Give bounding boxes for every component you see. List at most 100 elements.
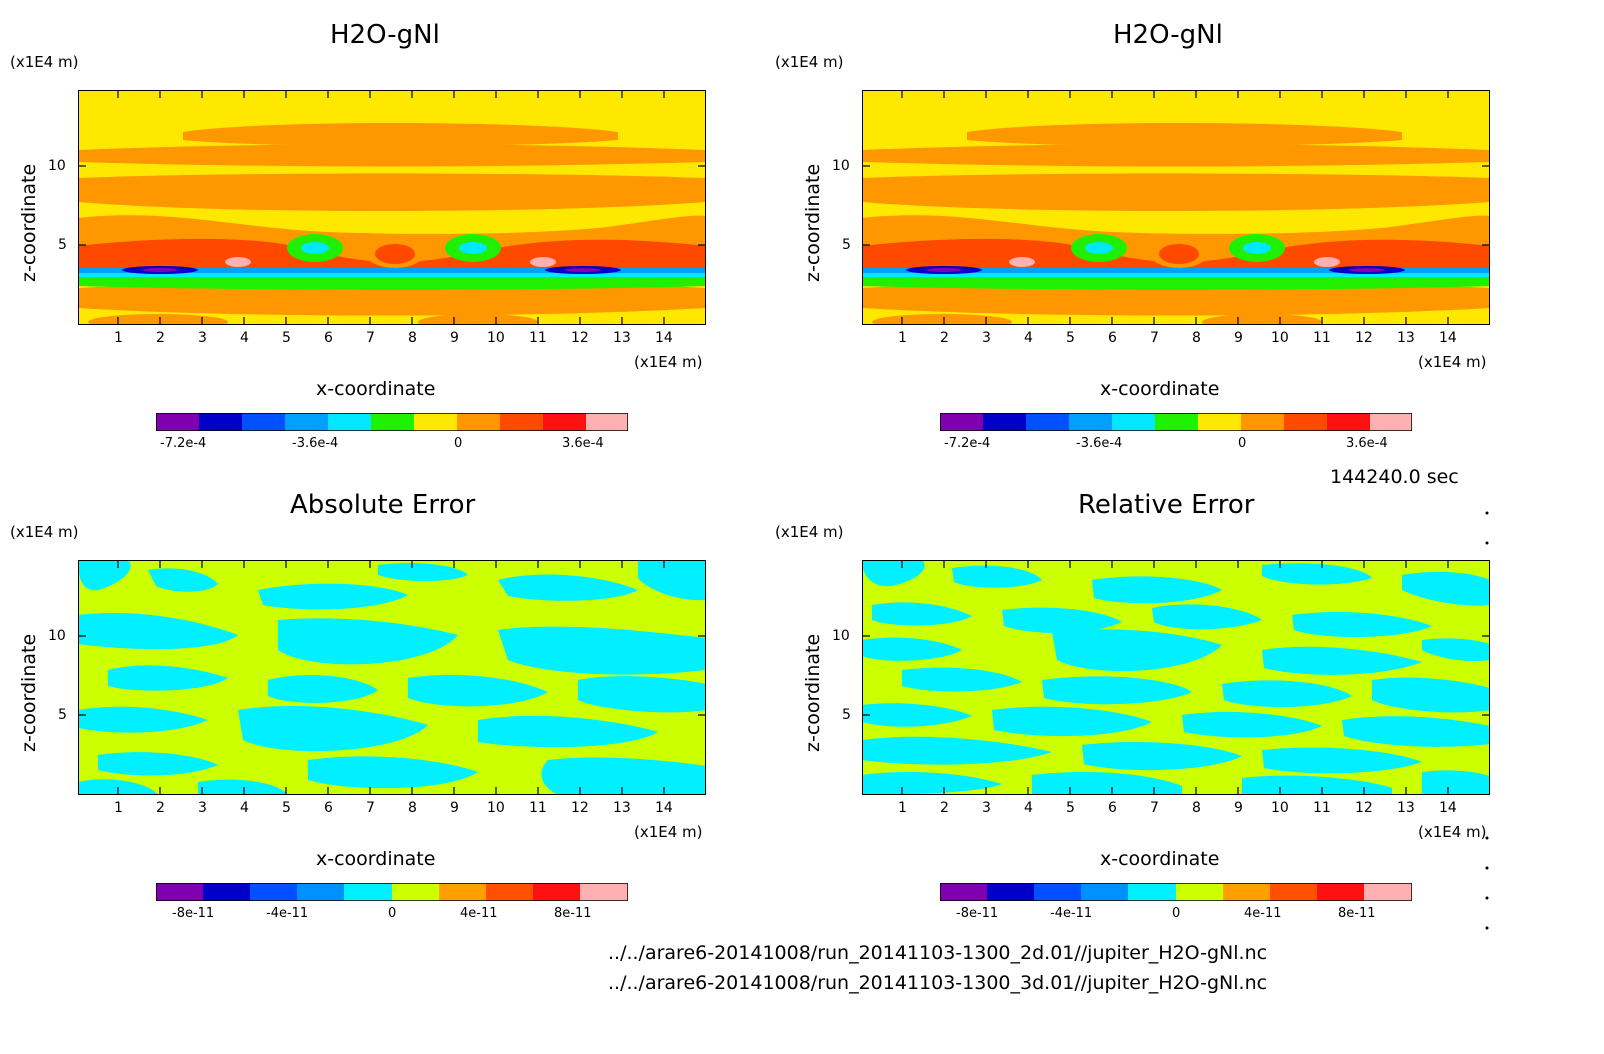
x-unit-label: (x1E4 m): [634, 823, 703, 841]
x-tick: 12: [1355, 800, 1373, 816]
x-tick: 13: [613, 330, 631, 346]
x-tick: 11: [1313, 800, 1331, 816]
x-axis-label: x-coordinate: [316, 848, 436, 870]
x-tick: 10: [487, 330, 505, 346]
x-tick: 2: [156, 800, 165, 816]
x-tick: 6: [324, 330, 333, 346]
x-tick: 13: [1397, 330, 1415, 346]
colorbar-tick-label: -4e-11: [1050, 906, 1093, 921]
x-tick: 6: [1108, 330, 1117, 346]
x-tick: 11: [529, 800, 547, 816]
x-axis-label: x-coordinate: [316, 378, 436, 400]
colorbar-tick-label: 0: [1238, 436, 1247, 451]
x-tick: 5: [282, 330, 291, 346]
z-tick-10: 10: [832, 158, 850, 174]
x-tick: 13: [613, 800, 631, 816]
x-tick: 1: [898, 800, 907, 816]
contour-plot-relative-error: [862, 560, 1490, 795]
x-tick: 4: [240, 330, 249, 346]
x-tick: 4: [1024, 800, 1033, 816]
x-axis-label: x-coordinate: [1100, 848, 1220, 870]
x-tick: 1: [114, 800, 123, 816]
colorbar: [940, 413, 1412, 431]
colorbar: [156, 883, 628, 901]
colorbar-tick-label: 4e-11: [1244, 906, 1282, 921]
x-tick: 12: [1355, 330, 1373, 346]
x-tick: 3: [198, 330, 207, 346]
colorbar-tick-label: -3.6e-4: [292, 436, 339, 451]
contour-plot-h2o: [862, 90, 1490, 325]
colorbar-tick-label: -8e-11: [956, 906, 999, 921]
x-tick: 7: [1150, 330, 1159, 346]
x-tick: 9: [450, 800, 459, 816]
z-unit-label: (x1E4 m): [10, 523, 79, 541]
y-axis-label: z-coordinate: [18, 163, 40, 282]
colorbar: [940, 883, 1412, 901]
x-tick: 3: [982, 800, 991, 816]
x-tick: 14: [1439, 330, 1457, 346]
colorbar-tick-label: 8e-11: [1338, 906, 1376, 921]
colorbar-tick-label: -8e-11: [172, 906, 215, 921]
x-unit-label: (x1E4 m): [1418, 823, 1487, 841]
z-tick-5: 5: [842, 237, 851, 253]
contour-plot-h2o: [78, 90, 706, 325]
x-tick: 2: [940, 800, 949, 816]
x-tick: 7: [366, 330, 375, 346]
colorbar-tick-label: -4e-11: [266, 906, 309, 921]
colorbar-tick-label: 3.6e-4: [562, 436, 604, 451]
colorbar-tick-label: 4e-11: [460, 906, 498, 921]
z-tick-10: 10: [48, 628, 66, 644]
x-tick: 10: [1271, 800, 1289, 816]
file-path-2d: ../../arare6-20141008/run_20141103-1300_…: [608, 942, 1268, 964]
x-tick: 5: [1066, 800, 1075, 816]
x-tick: 2: [156, 330, 165, 346]
file-path-3d: ../../arare6-20141008/run_20141103-1300_…: [608, 972, 1268, 994]
x-tick: 3: [198, 800, 207, 816]
x-tick: 7: [1150, 800, 1159, 816]
panel-title: H2O-gNl: [1113, 20, 1223, 50]
panel-title: Relative Error: [1078, 490, 1255, 520]
x-tick: 6: [324, 800, 333, 816]
x-tick: 8: [1192, 800, 1201, 816]
x-tick: 1: [114, 330, 123, 346]
z-tick-5: 5: [58, 237, 67, 253]
x-tick: 14: [655, 330, 673, 346]
z-tick-5: 5: [842, 707, 851, 723]
z-unit-label: (x1E4 m): [775, 523, 844, 541]
x-tick: 9: [450, 330, 459, 346]
x-unit-label: (x1E4 m): [1418, 353, 1487, 371]
panel-title: H2O-gNl: [330, 20, 440, 50]
time-label: 144240.0 sec: [1330, 466, 1459, 488]
x-tick: 12: [571, 800, 589, 816]
colorbar-tick-label: -7.2e-4: [160, 436, 207, 451]
colorbar-tick-label: 0: [1172, 906, 1181, 921]
x-tick: 2: [940, 330, 949, 346]
colorbar-tick-label: -3.6e-4: [1076, 436, 1123, 451]
x-tick: 8: [408, 800, 417, 816]
x-tick: 5: [1066, 330, 1075, 346]
z-tick-10: 10: [832, 628, 850, 644]
x-tick: 10: [487, 800, 505, 816]
x-tick: 14: [1439, 800, 1457, 816]
x-tick: 6: [1108, 800, 1117, 816]
x-tick: 13: [1397, 800, 1415, 816]
x-tick: 11: [1313, 330, 1331, 346]
x-axis-label: x-coordinate: [1100, 378, 1220, 400]
x-tick: 1: [898, 330, 907, 346]
x-tick: 7: [366, 800, 375, 816]
z-tick-5: 5: [58, 707, 67, 723]
x-tick: 12: [571, 330, 589, 346]
colorbar: [156, 413, 628, 431]
contour-plot-absolute-error: [78, 560, 706, 795]
x-tick: 3: [982, 330, 991, 346]
x-tick: 8: [1192, 330, 1201, 346]
x-tick: 10: [1271, 330, 1289, 346]
edge-dot-markers: [1485, 511, 1489, 930]
x-tick: 5: [282, 800, 291, 816]
z-tick-10: 10: [48, 158, 66, 174]
x-tick: 9: [1234, 800, 1243, 816]
x-tick: 14: [655, 800, 673, 816]
y-axis-label: z-coordinate: [802, 163, 824, 282]
x-tick: 8: [408, 330, 417, 346]
x-tick: 4: [240, 800, 249, 816]
